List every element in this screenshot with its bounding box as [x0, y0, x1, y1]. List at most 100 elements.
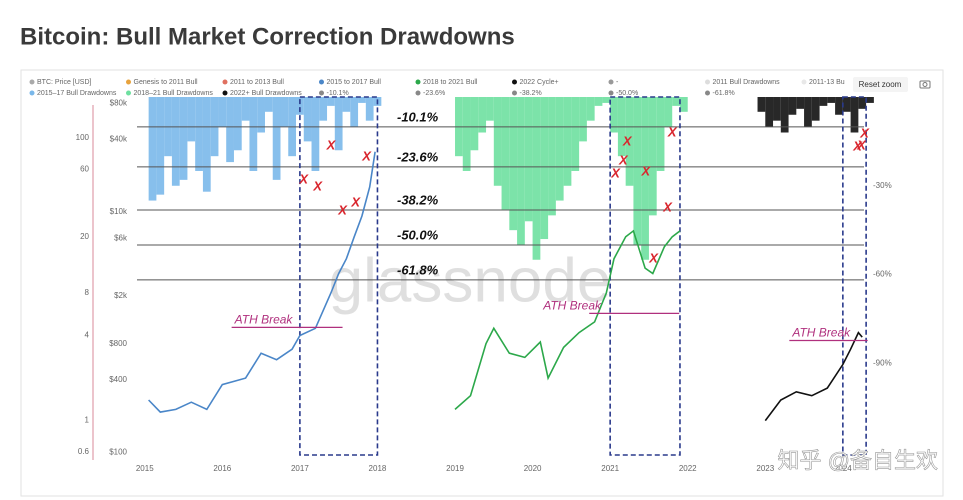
drawdown-bar	[342, 97, 351, 112]
drawdown-bar	[548, 97, 556, 216]
drawdown-bar	[272, 97, 281, 180]
y2-tick-label: -90%	[873, 358, 892, 367]
x-marker: X	[852, 138, 863, 153]
drawdown-bar	[509, 97, 518, 231]
drawdown-bar	[555, 97, 564, 201]
x-marker: X	[312, 178, 323, 193]
drawdown-bar	[796, 97, 805, 109]
x-marker: X	[667, 125, 678, 140]
drawdown-bar	[478, 97, 487, 133]
drawdown-bar	[226, 97, 234, 163]
x-marker: X	[610, 165, 621, 180]
x-marker: X	[337, 202, 348, 217]
legend-swatch	[415, 90, 421, 96]
y-tick-label: $800	[109, 339, 127, 348]
legend-label: 2011 to 2013 Bull	[230, 79, 284, 86]
reset-zoom-button[interactable]	[853, 77, 908, 92]
ratio-tick-label: 8	[85, 288, 90, 297]
ath-label: ATH Break	[791, 326, 851, 340]
drawdown-bar	[827, 97, 836, 103]
drawdown-bar	[327, 97, 335, 106]
y2-tick-label: -60%	[873, 270, 892, 279]
drawdown-bar	[664, 97, 673, 127]
drawdown-bar	[625, 97, 634, 186]
chart-title: Bitcoin: Bull Market Correction Drawdown…	[20, 23, 515, 50]
legend-swatch	[512, 79, 517, 85]
camera-icon[interactable]	[919, 80, 931, 89]
legend-label: BTC: Price [USD]	[37, 79, 92, 86]
drawdown-bar	[319, 97, 328, 121]
y-tick-label: $80k	[110, 98, 128, 107]
x-tick-label: 2021	[601, 464, 619, 473]
drawdown-bar	[819, 97, 828, 106]
y-tick-label: $400	[109, 375, 127, 384]
x-tick-label: 2016	[213, 464, 231, 473]
legend-label: 2015–17 Bull Drawdowns	[37, 90, 117, 97]
x-tick-label: 2023	[756, 464, 774, 473]
legend-swatch	[29, 79, 35, 85]
drawdown-bar	[334, 97, 343, 151]
drawdown-bar	[501, 97, 510, 210]
drawdown-bar	[842, 97, 851, 112]
legend-swatch	[705, 90, 710, 96]
x-marker: X	[662, 199, 673, 214]
legend-label: -38.2%	[520, 90, 542, 97]
x-tick-label: 2022	[679, 464, 697, 473]
x-tick-label: 2024	[834, 464, 852, 473]
drawdown-bar	[296, 97, 304, 115]
legend-label: 2011-13 Bu	[809, 79, 845, 86]
ratio-tick-label: 60	[80, 164, 89, 173]
x-marker: X	[361, 149, 372, 164]
drawdown-bar	[811, 97, 820, 121]
x-tick-label: 2020	[524, 464, 542, 473]
drawdown-bar	[540, 97, 549, 240]
price-line	[454, 229, 681, 410]
price-line	[764, 331, 863, 422]
drawdown-bar	[866, 97, 874, 103]
drawdown-bar	[563, 97, 572, 186]
legend-label: -	[616, 79, 619, 86]
y-tick-label: $6k	[114, 234, 128, 243]
x-marker: X	[326, 138, 337, 153]
x-marker: X	[622, 133, 633, 148]
drawdown-bar	[648, 97, 657, 216]
drawdown-bar	[280, 97, 289, 127]
drawdown-bar	[249, 97, 258, 171]
drawdown-bar	[633, 97, 642, 245]
drawdown-bar	[571, 97, 580, 171]
x-marker: X	[859, 125, 870, 140]
drawdown-bar	[264, 97, 273, 112]
level-label: -23.6%	[397, 149, 439, 164]
x-marker: X	[350, 194, 361, 209]
legend-swatch	[319, 79, 324, 85]
ath-label: ATH Break	[234, 313, 294, 327]
drawdown-bar	[586, 97, 595, 121]
x-marker: X	[648, 250, 659, 265]
drawdown-bar	[773, 97, 781, 121]
y-tick-label: $2k	[114, 291, 128, 300]
ratio-tick-label: 4	[85, 331, 90, 340]
y-tick-label: $100	[109, 448, 127, 457]
drawdown-bar	[470, 97, 479, 151]
drawdown-bar	[233, 97, 242, 151]
legend-label: 2022 Cycle+	[520, 79, 559, 86]
legend-label: 2022+ Bull Drawdowns	[230, 90, 302, 97]
legend-swatch	[608, 90, 614, 96]
drawdown-bar	[171, 97, 180, 186]
drawdown-bar	[218, 97, 227, 127]
y2-tick-label: -30%	[873, 181, 892, 190]
legend-label: 2011 Bull Drawdowns	[713, 79, 781, 86]
drawdown-bar	[679, 97, 688, 112]
reset-zoom[interactable]: Reset zoom	[859, 80, 902, 89]
drawdown-bar	[858, 97, 867, 109]
ratio-tick-label: 20	[80, 232, 89, 241]
drawdown-bar	[350, 97, 359, 127]
drawdown-bar	[358, 97, 366, 103]
x-marker: X	[640, 163, 651, 178]
y-tick-label: $40k	[110, 134, 128, 143]
legend-label: -10.1%	[327, 90, 349, 97]
cycle-window	[842, 96, 867, 456]
plot: BTC: Price [USD] Genesis to 2011 Bull 2011…	[29, 79, 938, 473]
level-label: -61.8%	[397, 262, 439, 277]
